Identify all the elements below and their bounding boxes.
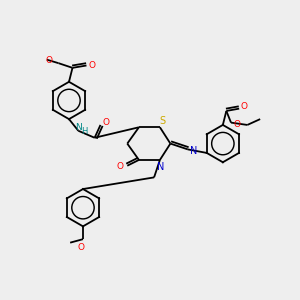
Text: H: H [81,128,87,136]
Text: O: O [233,120,240,129]
Text: O: O [77,243,84,252]
Text: N: N [158,162,165,172]
Text: N: N [75,123,82,132]
Text: O: O [103,118,110,127]
Text: O: O [46,56,53,65]
Text: O: O [240,102,247,111]
Text: O: O [89,61,96,70]
Text: O: O [117,162,124,171]
Text: N: N [190,146,197,156]
Text: S: S [159,116,165,126]
